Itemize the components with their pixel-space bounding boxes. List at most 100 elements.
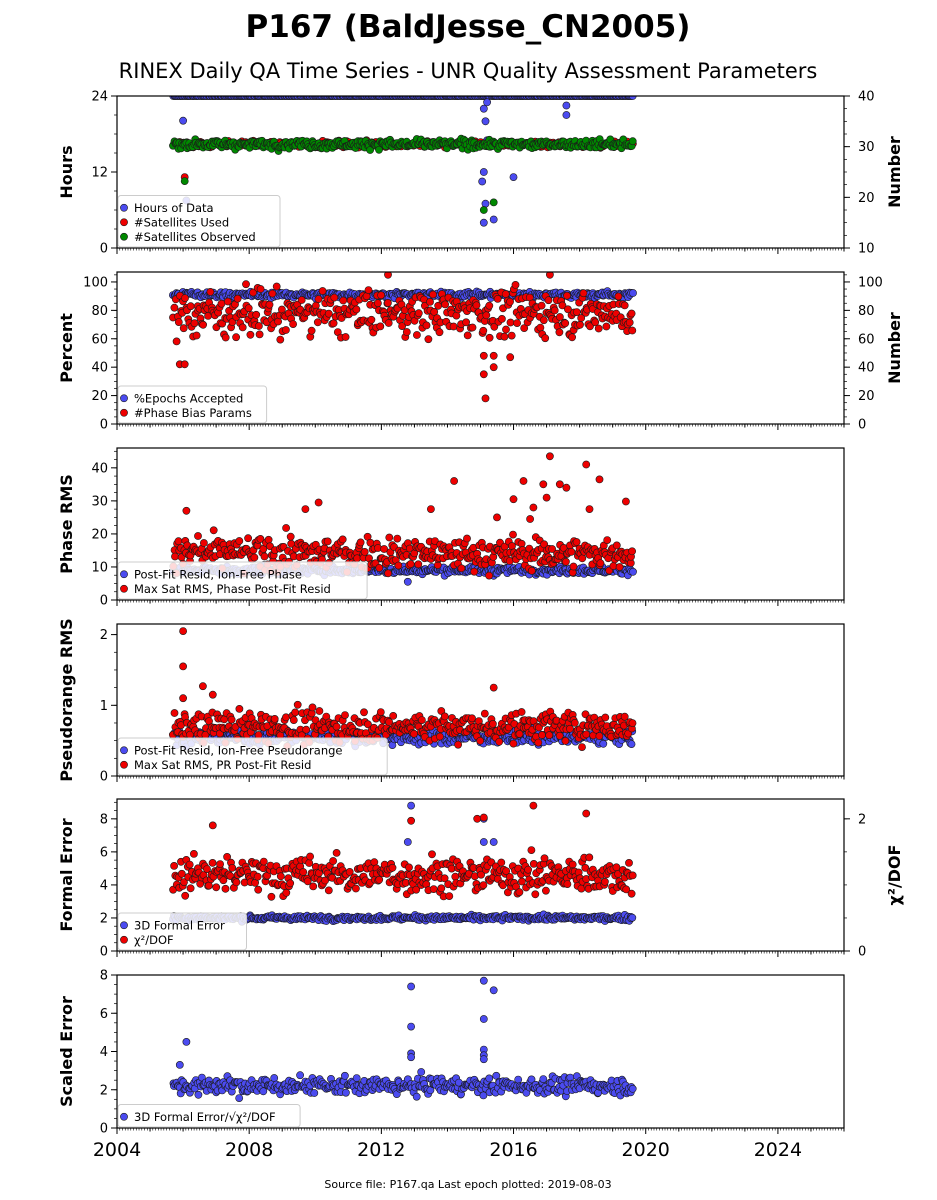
- point-percent-s1: [383, 298, 392, 307]
- point-percent-s1: [376, 322, 385, 331]
- point-percent-s1: [314, 295, 323, 303]
- point-percent-s1: [506, 318, 515, 327]
- point-pseudorange-s1: [488, 720, 497, 728]
- point-pseudorange-s1: [480, 709, 489, 718]
- point-phase-s1: [596, 559, 605, 568]
- point-percent-s1: [449, 322, 458, 331]
- point-percent-s1: [479, 326, 488, 335]
- point-percent-s1: [555, 328, 564, 337]
- outlier-hours-s0: [481, 117, 490, 126]
- point-phase-s1: [338, 535, 347, 544]
- legend-entry-label: Max Sat RMS, Phase Post-Fit Resid: [134, 582, 331, 596]
- outlier-hours-s0: [479, 168, 488, 176]
- legend-entry-label: #Phase Bias Params: [134, 406, 252, 420]
- point-percent-s1: [179, 324, 188, 333]
- y2-axis-label-hours: Number: [885, 136, 904, 208]
- outlier-pseudorange-s1: [489, 683, 498, 692]
- point-phase-s1: [527, 566, 536, 575]
- point-percent-s1: [170, 303, 179, 312]
- point-phase-s1: [572, 538, 581, 546]
- y2-tick-label-percent: 40: [858, 361, 875, 376]
- y-tick-label-phase: 20: [91, 527, 108, 542]
- outlier-percent-s1: [489, 363, 498, 372]
- point-percent-s1: [485, 301, 494, 310]
- point-pseudorange-s1: [561, 737, 570, 745]
- point-pseudorange-s1: [235, 705, 244, 713]
- y2-tick-label-percent: 0: [858, 418, 866, 433]
- outlier-hours-s2: [479, 206, 488, 214]
- point-phase-s1: [414, 560, 423, 569]
- point-percent-s1: [313, 318, 322, 327]
- point-percent-s1: [233, 294, 242, 303]
- point-pseudorange-s1: [601, 713, 610, 722]
- point-percent-s1: [507, 331, 516, 340]
- point-pseudorange-s1: [291, 708, 300, 717]
- point-percent-s1: [563, 291, 571, 300]
- point-percent-s1: [424, 335, 433, 344]
- y2-tick-label-percent: 20: [858, 389, 875, 404]
- outlier-percent-s1: [479, 351, 488, 360]
- point-percent-s1: [561, 319, 570, 328]
- point-phase-s1: [356, 538, 365, 547]
- point-percent-s1: [441, 300, 449, 309]
- point-phase-s1: [286, 532, 295, 541]
- outlier-percent-s1: [506, 353, 515, 362]
- point-percent-s1: [192, 331, 201, 340]
- point-percent-s1: [414, 309, 423, 318]
- point-phase-s1: [562, 557, 570, 566]
- point-pseudorange-s1: [332, 722, 341, 731]
- point-percent-s1: [579, 289, 588, 298]
- y-tick-label-percent: 80: [91, 304, 108, 319]
- outlier-pseudorange-s1: [198, 682, 207, 691]
- point-percent-s1: [289, 320, 297, 328]
- point-percent-s1: [199, 320, 207, 329]
- point-percent-s1: [221, 333, 230, 342]
- point-phase-s1: [470, 567, 479, 576]
- point-percent-s1: [377, 291, 385, 300]
- point-phase-s1: [393, 534, 402, 543]
- outlier-hours-s0: [562, 101, 571, 110]
- point-percent-s1: [544, 296, 553, 305]
- point-phase-s1: [194, 532, 202, 540]
- point-pseudorange-s1: [495, 737, 504, 746]
- y2-axis-label-percent: Number: [885, 312, 904, 384]
- point-pseudorange-s0: [599, 739, 608, 748]
- point-percent-s1: [324, 309, 333, 318]
- point-percent-s1: [341, 333, 350, 341]
- outlier-pseudorange-s1: [179, 662, 187, 671]
- point-phase-s1: [628, 547, 636, 556]
- point-phase-s1: [508, 542, 516, 550]
- point-percent-s1: [272, 282, 281, 291]
- point-percent-s1: [352, 305, 361, 314]
- point-phase-s1: [384, 569, 392, 578]
- outlier-phase-s1: [519, 477, 528, 485]
- point-percent-s1: [493, 294, 502, 303]
- point-pseudorange-s1: [595, 732, 604, 740]
- point-percent-s1: [181, 294, 189, 302]
- point-percent-s1: [174, 318, 183, 326]
- point-pseudorange-s1: [302, 725, 311, 734]
- y2-tick-label-percent: 100: [858, 275, 883, 290]
- outlier-phase-s1: [582, 460, 591, 469]
- point-percent-s1: [206, 287, 215, 296]
- point-phase-s1: [463, 534, 471, 543]
- y-tick-label-phase: 40: [91, 461, 108, 476]
- point-phase-s1: [171, 552, 179, 561]
- point-percent-s1: [426, 297, 434, 306]
- legend-marker: [120, 394, 128, 403]
- legend-marker: [120, 203, 128, 212]
- point-pseudorange-s0: [627, 740, 636, 748]
- point-phase-s1: [485, 571, 493, 580]
- outlier-phase-s1: [509, 495, 518, 504]
- point-pseudorange-s1: [417, 716, 426, 724]
- point-phase-s1: [612, 541, 621, 550]
- outlier-phase-s1: [562, 483, 571, 492]
- point-percent-s1: [468, 323, 477, 332]
- point-percent-s1: [412, 331, 421, 339]
- point-percent-s1: [513, 319, 521, 327]
- point-percent-s1: [268, 289, 277, 298]
- outlier-hours-s0: [489, 215, 498, 224]
- outlier-hours-s2: [180, 177, 189, 185]
- legend-percent: %Epochs Accepted#Phase Bias Params: [117, 385, 268, 424]
